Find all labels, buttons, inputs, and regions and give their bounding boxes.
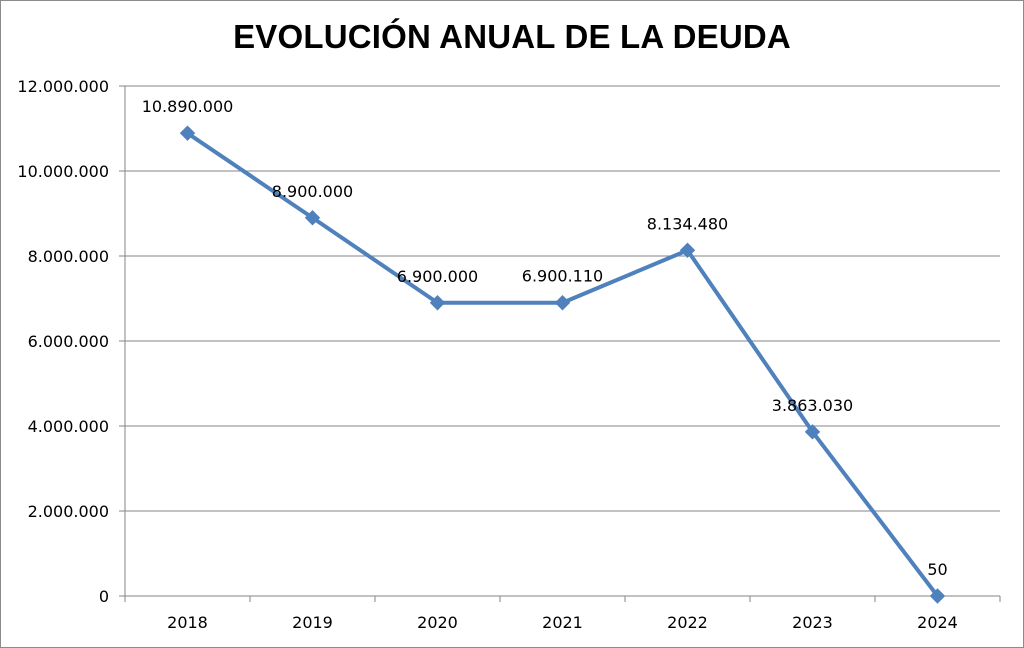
y-tick-label: 4.000.000 [28,417,109,436]
y-tick-label: 0 [99,587,109,606]
series-line [186,131,940,598]
data-label: 6.900.000 [397,267,478,286]
data-point [679,242,696,258]
y-tick-label: 12.000.000 [17,77,109,96]
x-tick-label: 2019 [292,613,333,632]
data-label: 6.900.110 [522,267,603,286]
chart-title: EVOLUCIÓN ANUAL DE LA DEUDA [233,18,791,55]
data-label: 3.863.030 [772,396,853,415]
data-label: 10.890.000 [142,97,234,116]
x-tick-label: 2018 [167,613,208,632]
data-point [804,424,821,440]
x-tick-label: 2021 [542,613,583,632]
y-tick-label: 2.000.000 [28,502,109,521]
x-tick-label: 2023 [792,613,833,632]
data-label: 8.900.000 [272,182,353,201]
data-point [179,125,196,141]
y-tick-label: 8.000.000 [28,247,109,266]
y-tick-label: 6.000.000 [28,332,109,351]
data-point [929,588,946,604]
x-tick-label: 2024 [917,613,958,632]
data-point [304,210,321,226]
y-tick-label: 10.000.000 [17,162,109,181]
data-label: 50 [927,560,947,579]
data-point [429,295,446,311]
data-label: 8.134.480 [647,214,728,233]
data-point [554,295,571,311]
x-tick-label: 2022 [667,613,708,632]
x-tick-label: 2020 [417,613,458,632]
